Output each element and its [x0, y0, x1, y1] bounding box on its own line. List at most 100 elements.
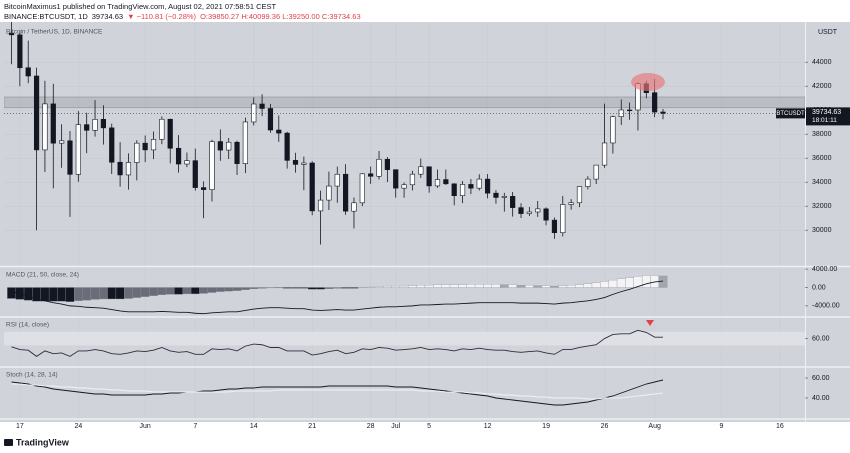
histogram-bar	[291, 287, 300, 289]
histogram-bar	[74, 287, 83, 301]
header: BitcoinMaximus1 published on TradingView…	[4, 2, 361, 21]
candle-body	[242, 121, 248, 164]
ohlc: O:39850.27 H:40099.36 L:39250.00 C:39734…	[200, 12, 361, 21]
candle-body	[226, 141, 232, 151]
histogram-bar	[583, 283, 593, 288]
candle-body	[150, 139, 157, 151]
histogram-bar	[257, 287, 267, 289]
x-tick-label: 28	[367, 423, 375, 430]
histogram-bar	[57, 287, 66, 302]
histogram-bar	[99, 287, 108, 300]
candle-body	[267, 108, 274, 131]
rsi-divergence-marker	[646, 320, 654, 326]
y-tick-label: 0.00	[812, 284, 826, 291]
histogram-bar	[566, 285, 576, 288]
histogram-bar	[349, 287, 359, 289]
candle-body	[576, 186, 583, 204]
candle-body	[175, 147, 182, 165]
candle-body	[368, 173, 374, 177]
candle-body	[601, 142, 608, 166]
candle-body	[100, 119, 106, 129]
histogram-bar	[140, 287, 150, 297]
price-tag-text: 39734.63	[812, 109, 841, 116]
histogram-bar	[149, 287, 158, 296]
histogram-bar	[399, 285, 409, 288]
histogram-bar	[341, 287, 350, 289]
histogram-bar	[600, 281, 609, 288]
indicator-line	[11, 280, 664, 315]
pane	[11, 368, 781, 418]
histogram-bar	[458, 284, 467, 288]
candle-body	[309, 162, 315, 212]
x-tick-label: 19	[542, 423, 550, 430]
candle-body	[59, 140, 65, 144]
histogram-bar	[541, 285, 551, 288]
histogram-bar	[499, 284, 509, 288]
candle-body	[551, 219, 558, 234]
indicator-line	[11, 379, 664, 406]
y-tick-label: -4000.00	[812, 303, 840, 310]
candle-body	[159, 118, 165, 140]
y-tick-label: 30000	[812, 227, 832, 234]
candle-body	[92, 119, 98, 131]
candle-body	[142, 142, 148, 151]
candle-body	[125, 162, 132, 176]
candle-body	[317, 199, 324, 212]
indicator-line	[11, 383, 664, 400]
candle-body	[384, 158, 390, 170]
histogram-bar	[107, 287, 117, 300]
countdown-text: 18:01:11	[812, 117, 837, 124]
histogram-bar	[391, 285, 401, 288]
candle-body	[33, 75, 40, 151]
pane	[4, 22, 805, 265]
symbol-tag	[776, 108, 805, 119]
histogram-bar	[533, 285, 543, 288]
y-tick-label: 60.00	[812, 335, 830, 342]
histogram-bar	[282, 287, 292, 289]
candle-body	[376, 158, 382, 177]
candle-body	[67, 140, 73, 175]
candle-body	[510, 196, 516, 208]
histogram-bar	[491, 284, 501, 288]
candle-body	[192, 160, 198, 188]
histogram-bar	[90, 287, 100, 300]
histogram-bar	[466, 284, 476, 288]
histogram-bar	[608, 279, 618, 288]
candle-body	[485, 178, 491, 194]
candle-body	[585, 178, 591, 187]
candle-body	[301, 162, 307, 165]
candle-body	[518, 207, 524, 214]
candle-body	[426, 166, 432, 187]
histogram-bar	[550, 285, 559, 288]
candle-body	[501, 196, 507, 198]
histogram-bar	[82, 287, 92, 301]
brand: TradingView	[4, 437, 70, 447]
histogram-bar	[124, 287, 133, 299]
candle-body	[292, 160, 299, 165]
histogram-bar	[424, 285, 434, 288]
candle-body	[434, 179, 441, 187]
histogram-bar	[449, 284, 459, 288]
histogram-bar	[332, 287, 342, 289]
histogram-bar	[525, 285, 534, 288]
histogram-bar	[433, 284, 442, 288]
candle-body	[652, 92, 658, 113]
candle-body	[351, 202, 357, 212]
candle-body	[217, 141, 223, 151]
histogram-bar	[324, 287, 334, 290]
rsi-label: RSI (14, close)	[6, 322, 49, 329]
pane	[4, 318, 805, 366]
candle-body	[209, 141, 215, 190]
histogram-bar	[474, 284, 484, 288]
candle-body	[109, 127, 115, 163]
candle-body	[326, 185, 332, 201]
histogram-bar	[207, 287, 217, 293]
candle-body	[468, 184, 474, 189]
candle-body	[8, 32, 15, 36]
candle-body	[201, 187, 207, 190]
brand-icon	[4, 439, 13, 446]
histogram-bar	[157, 287, 167, 295]
y-tick-label: 4000.00	[812, 266, 837, 273]
symbol: BINANCE:BTCUSDT, 1D	[4, 12, 88, 21]
candle-body	[359, 173, 365, 204]
